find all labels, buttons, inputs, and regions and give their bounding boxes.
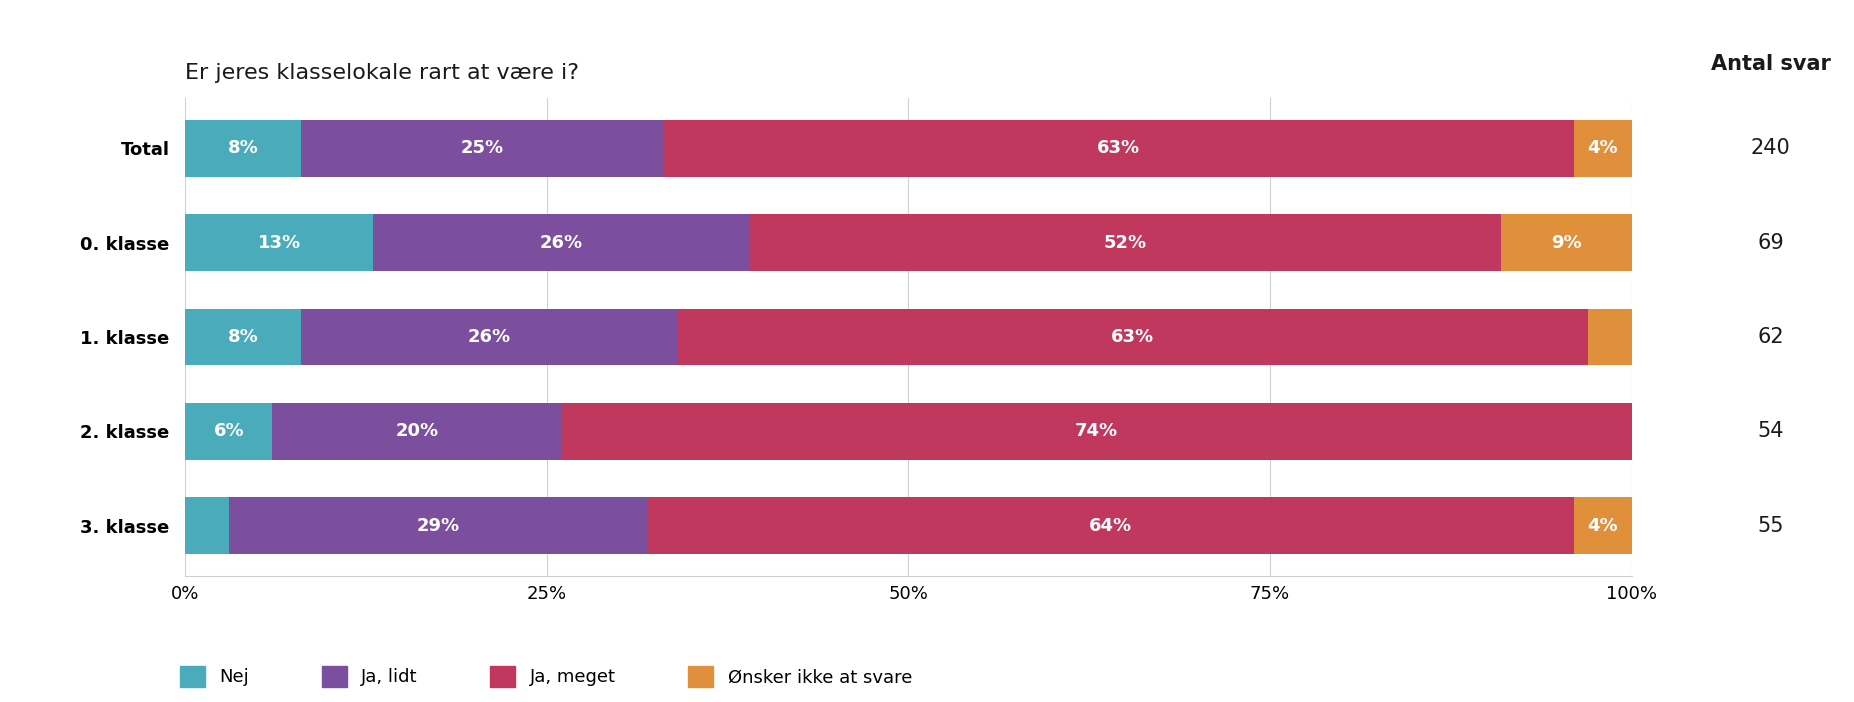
Bar (562, 403, 1632, 460)
Text: 74%: 74% (1075, 423, 1118, 440)
Bar (185, 497, 228, 554)
Text: 54: 54 (1758, 421, 1784, 442)
Text: 4%: 4% (1587, 139, 1619, 157)
Bar (749, 214, 1502, 271)
Bar (373, 214, 749, 271)
Text: Antal svar: Antal svar (1711, 54, 1830, 74)
Text: 20%: 20% (395, 423, 438, 440)
Bar (300, 120, 662, 177)
Bar (185, 120, 300, 177)
Text: 29%: 29% (417, 517, 460, 535)
Text: 26%: 26% (467, 328, 510, 346)
Bar (228, 497, 649, 554)
Text: 25%: 25% (460, 139, 504, 157)
Text: 55: 55 (1758, 516, 1784, 536)
Bar (1502, 214, 1632, 271)
Bar (185, 309, 300, 365)
Text: 8%: 8% (228, 328, 258, 346)
Bar (185, 403, 273, 460)
Bar (649, 497, 1574, 554)
Text: 64%: 64% (1090, 517, 1133, 535)
Text: 63%: 63% (1111, 328, 1155, 346)
Text: 26%: 26% (540, 234, 582, 251)
Text: 13%: 13% (258, 234, 300, 251)
Text: 6%: 6% (213, 423, 245, 440)
Bar (1574, 497, 1632, 554)
Text: 4%: 4% (1587, 517, 1619, 535)
Text: 63%: 63% (1096, 139, 1140, 157)
Text: 52%: 52% (1103, 234, 1148, 251)
Bar (1589, 309, 1632, 365)
Text: 9%: 9% (1552, 234, 1581, 251)
Text: Er jeres klasselokale rart at være i?: Er jeres klasselokale rart at være i? (185, 63, 580, 83)
Text: 8%: 8% (228, 139, 258, 157)
Text: 69: 69 (1758, 232, 1784, 253)
Legend: Nej, Ja, lidt, Ja, meget, Ønsker ikke at svare: Nej, Ja, lidt, Ja, meget, Ønsker ikke at… (180, 665, 912, 687)
Bar (185, 214, 373, 271)
Bar (300, 309, 677, 365)
Bar (677, 309, 1589, 365)
Bar (662, 120, 1574, 177)
Bar (1574, 120, 1632, 177)
Bar (273, 403, 562, 460)
Text: 62: 62 (1758, 327, 1784, 347)
Text: 240: 240 (1750, 138, 1791, 158)
